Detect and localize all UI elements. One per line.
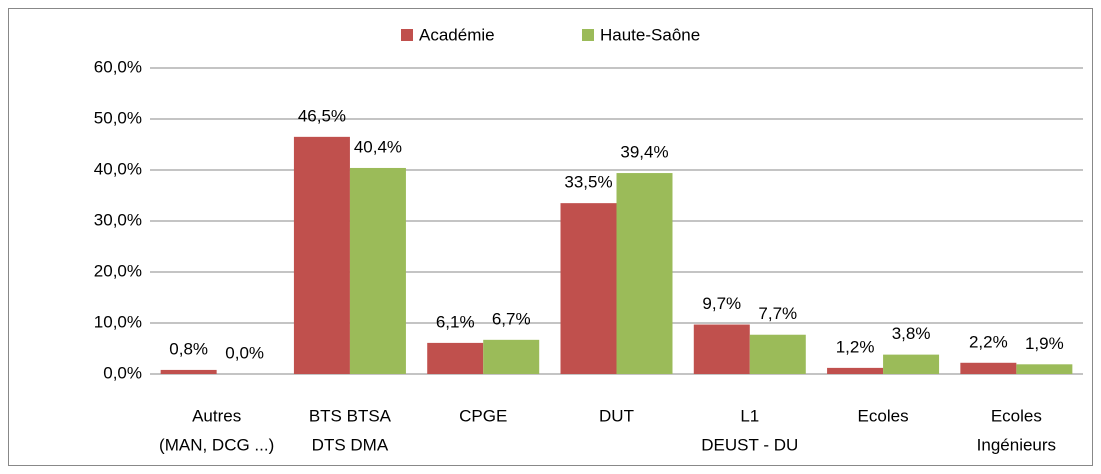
bar xyxy=(560,203,617,374)
x-tick-label: L1 xyxy=(740,406,759,425)
data-label: 1,9% xyxy=(1025,334,1064,353)
bar xyxy=(293,136,350,374)
bar xyxy=(960,362,1017,374)
bar xyxy=(483,339,540,374)
bar xyxy=(427,342,484,374)
data-label: 3,8% xyxy=(892,324,931,343)
bar xyxy=(1016,364,1073,374)
legend-swatch xyxy=(401,29,413,41)
y-tick-label: 30,0% xyxy=(94,210,142,229)
data-label: 6,1% xyxy=(436,312,475,331)
x-tick-label: BTS BTSA xyxy=(309,406,392,425)
data-label: 46,5% xyxy=(298,106,346,125)
data-label: 1,2% xyxy=(836,337,875,356)
data-label: 33,5% xyxy=(564,173,612,192)
x-tick-label: Ecoles xyxy=(991,406,1042,425)
x-tick-label: DEUST - DU xyxy=(701,435,798,454)
y-tick-label: 50,0% xyxy=(94,108,142,127)
chart-border xyxy=(8,8,1093,466)
data-label: 9,7% xyxy=(702,294,741,313)
bar xyxy=(883,354,940,374)
data-label: 7,7% xyxy=(758,304,797,323)
data-label: 0,0% xyxy=(225,343,264,362)
legend-label: Haute-Saône xyxy=(600,25,700,44)
x-tick-label: CPGE xyxy=(459,406,507,425)
x-tick-label: (MAN, DCG ...) xyxy=(159,435,274,454)
x-tick-label: Autres xyxy=(192,406,241,425)
bar xyxy=(693,324,750,374)
legend-swatch xyxy=(582,29,594,41)
bar xyxy=(827,367,884,374)
y-tick-label: 20,0% xyxy=(94,261,142,280)
bar xyxy=(616,173,673,374)
data-label: 6,7% xyxy=(492,309,531,328)
x-tick-label: Ingénieurs xyxy=(977,435,1056,454)
data-label: 0,8% xyxy=(169,339,208,358)
y-tick-label: 40,0% xyxy=(94,159,142,178)
y-tick-label: 10,0% xyxy=(94,312,142,331)
legend-label: Académie xyxy=(419,25,495,44)
x-tick-label: Ecoles xyxy=(858,406,909,425)
data-label: 39,4% xyxy=(620,143,668,162)
y-tick-label: 0,0% xyxy=(103,363,142,382)
x-tick-label: DUT xyxy=(599,406,634,425)
data-label: 40,4% xyxy=(354,137,402,156)
bar xyxy=(349,167,406,374)
y-tick-label: 60,0% xyxy=(94,57,142,76)
bar xyxy=(749,334,806,374)
bar xyxy=(160,369,217,374)
data-label: 2,2% xyxy=(969,332,1008,351)
x-tick-label: DTS DMA xyxy=(312,435,389,454)
